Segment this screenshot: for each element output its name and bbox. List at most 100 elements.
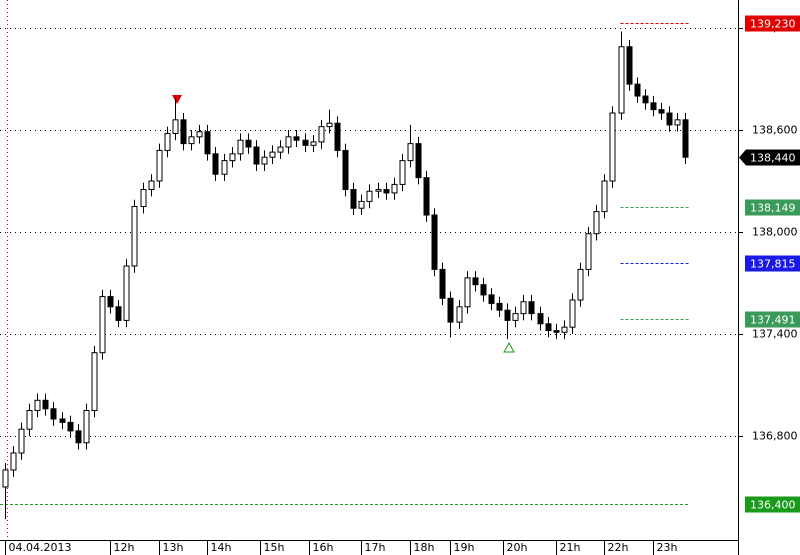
candle-body bbox=[253, 146, 260, 165]
candle-body bbox=[496, 302, 503, 311]
candle-body bbox=[634, 83, 641, 97]
candle-body bbox=[674, 119, 681, 126]
y-tick-label: 137,400 bbox=[752, 328, 798, 341]
candle-body bbox=[229, 153, 236, 162]
candle-body bbox=[609, 112, 616, 182]
candle-body bbox=[650, 102, 657, 111]
candle-body bbox=[131, 206, 138, 267]
candle-body bbox=[423, 177, 430, 216]
candle-body bbox=[464, 277, 471, 308]
x-tick-label: 14h bbox=[211, 541, 232, 554]
candle-body bbox=[585, 233, 592, 270]
level-label: 137,491 bbox=[750, 314, 796, 327]
candle-body bbox=[666, 112, 673, 126]
candle-body bbox=[115, 306, 122, 321]
candle-body bbox=[472, 277, 479, 286]
candle-body bbox=[2, 469, 9, 488]
candle-body bbox=[123, 265, 130, 321]
sell-signal bbox=[172, 95, 182, 104]
candle-body bbox=[42, 399, 49, 410]
level-box bbox=[745, 199, 800, 216]
candle-body bbox=[342, 149, 349, 191]
candle-body bbox=[302, 139, 309, 146]
candle-body bbox=[245, 139, 252, 148]
candle-body bbox=[431, 214, 438, 270]
candle-body bbox=[480, 284, 487, 296]
candle-body bbox=[212, 153, 219, 175]
candle-body bbox=[350, 189, 357, 209]
candle-body bbox=[180, 119, 187, 145]
candle-body bbox=[107, 296, 114, 308]
candle-body bbox=[504, 309, 511, 321]
candle-body bbox=[569, 299, 576, 328]
candle-body bbox=[626, 46, 633, 85]
level-label: 138,149 bbox=[750, 202, 796, 215]
x-tick-label: 21h bbox=[560, 541, 581, 554]
x-tick-label: 04.04.2013 bbox=[9, 541, 72, 554]
candle-body bbox=[156, 149, 163, 182]
candle-body bbox=[75, 430, 82, 444]
buy-signal bbox=[503, 341, 515, 353]
candle-body bbox=[196, 131, 203, 138]
candle-body bbox=[528, 301, 535, 315]
candle-body bbox=[310, 141, 317, 146]
candle-body bbox=[326, 122, 333, 128]
candle-body bbox=[415, 143, 422, 179]
level-pointer bbox=[739, 149, 800, 166]
level-box bbox=[745, 496, 800, 513]
candle-body bbox=[148, 180, 155, 191]
level-label: 139,230 bbox=[750, 18, 796, 31]
x-tick-label: 18h bbox=[414, 541, 435, 554]
candle-body bbox=[399, 160, 406, 185]
candle-body bbox=[318, 126, 325, 143]
candle-body bbox=[561, 326, 568, 333]
x-tick-label: 15h bbox=[264, 541, 285, 554]
level-label: 137,815 bbox=[750, 258, 796, 271]
x-tick-label: 12h bbox=[114, 541, 135, 554]
candle-body bbox=[512, 313, 519, 321]
candle-body bbox=[642, 95, 649, 104]
level-label: 136,400 bbox=[750, 499, 796, 512]
candle-body bbox=[553, 330, 560, 333]
candle-body bbox=[545, 323, 552, 332]
candle-body bbox=[391, 183, 398, 194]
x-tick-label: 17h bbox=[365, 541, 386, 554]
candle-body bbox=[99, 296, 106, 354]
level-label: 138,440 bbox=[750, 152, 796, 165]
candle-body bbox=[358, 200, 365, 209]
candle-body bbox=[334, 122, 341, 151]
candle-body bbox=[366, 190, 373, 202]
candle-body bbox=[83, 409, 90, 444]
candle-body bbox=[34, 399, 41, 411]
candle-body bbox=[658, 109, 665, 114]
x-tick-label: 19h bbox=[454, 541, 475, 554]
candle-body bbox=[488, 294, 495, 304]
candle-body bbox=[164, 132, 171, 151]
candle-body bbox=[269, 151, 276, 158]
candle-body bbox=[18, 428, 25, 454]
candle-body bbox=[261, 156, 268, 165]
y-tick-label: 138,000 bbox=[752, 226, 798, 239]
candle-body bbox=[407, 143, 414, 162]
x-tick-label: 23h bbox=[657, 541, 678, 554]
y-tick-label: 136,800 bbox=[752, 430, 798, 443]
candle-body bbox=[537, 313, 544, 325]
candle-body bbox=[593, 211, 600, 235]
candle-body bbox=[204, 131, 211, 155]
candle-body bbox=[447, 297, 454, 323]
candle-body bbox=[237, 139, 244, 155]
x-tick-label: 16h bbox=[313, 541, 334, 554]
candle-body bbox=[439, 268, 446, 299]
candle-body bbox=[375, 189, 382, 192]
candle-body bbox=[50, 408, 57, 420]
candle-body bbox=[601, 180, 608, 213]
candle-body bbox=[682, 119, 689, 158]
level-box bbox=[745, 15, 800, 32]
x-tick-label: 22h bbox=[608, 541, 629, 554]
candle-body bbox=[383, 189, 390, 194]
candle-body bbox=[188, 136, 195, 145]
candle-body bbox=[285, 136, 292, 148]
candle-body bbox=[10, 452, 17, 471]
